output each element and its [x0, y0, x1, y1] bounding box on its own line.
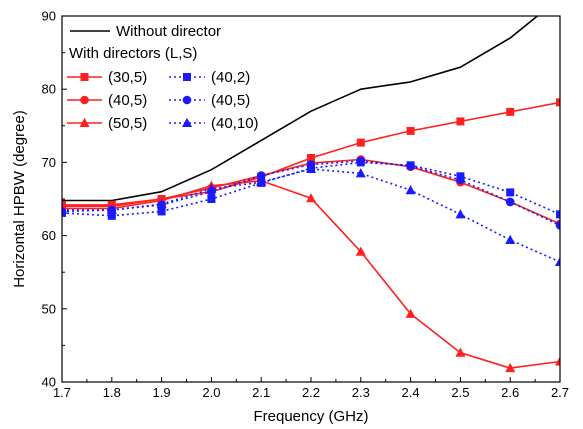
series-40-10-dotted-point: [405, 185, 416, 195]
series-30-5-point: [307, 154, 315, 163]
series-50-5-point: [555, 356, 560, 366]
series-40-5-dotted-point: [356, 156, 366, 166]
series-40-10-dotted-point: [555, 256, 560, 266]
y-tick-label: 90: [42, 9, 56, 24]
series-40-5-dotted-point: [555, 221, 560, 230]
x-tick-label: 2.5: [451, 385, 469, 400]
series-50-5-point: [505, 362, 516, 373]
legend-label-without-director: Without director: [116, 23, 221, 40]
axes-group: 1.7 1.8 1.9 2.0 2.1 2.2 2.3 2.4 2.5 2.6 2.7 40 50 60 7…: [42, 9, 570, 401]
series-30-5-point: [506, 107, 515, 116]
legend-label-40-10-dotted: (40,10): [211, 115, 259, 132]
series-40-10-dotted-line: [62, 168, 560, 263]
series-40-10-dotted-point: [455, 209, 466, 219]
legend-label-40-5-dotted: (40,5): [211, 92, 250, 109]
series-40-10-dotted-point: [505, 234, 516, 244]
series-40-10-dotted-point: [106, 204, 117, 214]
series-40-5-dotted-point: [505, 197, 515, 207]
legend-label-40-5: (40,5): [108, 92, 147, 109]
series-40-10-dotted-group: [62, 163, 560, 266]
series-30-5-point: [356, 138, 365, 147]
x-tick-label: 2.3: [352, 385, 370, 400]
x-tick-label: 2.1: [252, 385, 270, 400]
legend-heading: With directors (L,S): [69, 45, 197, 62]
legend-label-40-2-dotted: (40,2): [211, 69, 250, 86]
series-50-5-point: [355, 246, 366, 256]
series-50-5-line: [62, 179, 560, 369]
series-40-2-dotted-point: [207, 195, 216, 203]
series-40-2-dotted-point: [157, 207, 166, 216]
series-40-10-dotted-point: [256, 176, 267, 187]
series-without-director-group: [62, 16, 539, 202]
series-40-5-dotted-point: [456, 175, 465, 185]
x-tick-label: 2.7: [551, 385, 569, 400]
x-tick-label: 2.4: [402, 385, 420, 400]
x-tick-label: 1.7: [53, 385, 71, 400]
legend-marker-40-5: [80, 95, 89, 105]
x-tick-label: 2.6: [501, 385, 519, 400]
series-40-10-dotted-point: [156, 198, 167, 209]
series-without-director-line: [62, 16, 539, 202]
y-tick-label: 40: [42, 375, 56, 390]
series-40-5-dotted-point: [256, 171, 266, 180]
series-40-10-dotted-point: [306, 163, 316, 173]
legend-marker-50-5: [79, 117, 90, 127]
series-40-10-dotted-point: [62, 204, 67, 214]
y-tick-label: 50: [42, 301, 56, 316]
legend-marker-40-2: [183, 73, 191, 81]
x-axis-title: Frequency (GHz): [253, 408, 368, 425]
legend-label-30-5: (30,5): [108, 69, 147, 86]
series-40-5-dotted-point: [406, 161, 415, 171]
x-tick-label: 1.9: [153, 385, 171, 400]
series-50-5-point: [405, 308, 416, 318]
series-50-5-group: [62, 175, 560, 373]
y-tick-label: 60: [42, 228, 56, 243]
series-30-5-point: [556, 98, 560, 107]
x-tick-label: 2.0: [202, 385, 220, 400]
y-tick-label: 80: [42, 82, 56, 97]
series-30-5-point: [406, 126, 415, 135]
plot-area: [62, 16, 560, 373]
legend-marker-40-5: [182, 95, 192, 105]
series-50-5-point: [455, 347, 466, 357]
series-50-5-point: [306, 193, 316, 203]
series-40-2-dotted-point: [506, 188, 515, 197]
legend: Without director With directors (L,S) (30,…: [67, 23, 259, 132]
series-40-2-dotted-point: [556, 210, 560, 219]
legend-label-50-5: (50,5): [108, 115, 147, 132]
legend-marker-40-10: [182, 117, 192, 127]
y-axis-title: Horizontal HPBW (degree): [11, 110, 28, 288]
x-tick-label: 2.2: [302, 385, 320, 400]
legend-marker-30-5: [80, 73, 89, 81]
series-40-10-dotted-point: [355, 168, 366, 178]
series-40-10-dotted-point: [206, 183, 217, 193]
plot-series-group: [62, 16, 560, 373]
x-tick-label: 1.8: [103, 385, 121, 400]
series-40-2-dotted-point: [107, 211, 116, 220]
series-30-5-point: [456, 117, 465, 126]
y-tick-label: 70: [42, 155, 56, 170]
